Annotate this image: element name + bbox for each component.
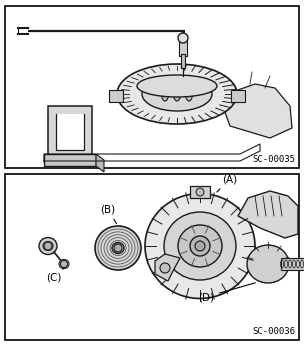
Bar xyxy=(44,154,96,166)
Text: SC-00036: SC-00036 xyxy=(252,327,295,336)
Ellipse shape xyxy=(178,225,222,267)
Polygon shape xyxy=(238,191,298,238)
Text: (A): (A) xyxy=(217,174,237,192)
Bar xyxy=(190,186,210,198)
Bar xyxy=(181,54,185,68)
Ellipse shape xyxy=(117,64,237,124)
Circle shape xyxy=(44,242,52,250)
Text: (D): (D) xyxy=(198,283,255,302)
Circle shape xyxy=(196,188,204,196)
Ellipse shape xyxy=(174,87,181,101)
Ellipse shape xyxy=(112,243,124,254)
Text: (B): (B) xyxy=(100,204,116,224)
Bar xyxy=(179,38,187,56)
Bar xyxy=(231,90,245,102)
Circle shape xyxy=(190,236,210,256)
Circle shape xyxy=(60,261,67,267)
Circle shape xyxy=(160,263,170,273)
Ellipse shape xyxy=(145,193,255,299)
Circle shape xyxy=(114,244,122,252)
Circle shape xyxy=(178,33,188,43)
Bar xyxy=(281,258,304,270)
Ellipse shape xyxy=(185,87,192,101)
Text: SC-00035: SC-00035 xyxy=(252,155,295,164)
Ellipse shape xyxy=(247,245,289,283)
Ellipse shape xyxy=(43,242,53,251)
Polygon shape xyxy=(222,84,292,138)
Ellipse shape xyxy=(59,260,69,268)
Circle shape xyxy=(195,241,205,251)
Ellipse shape xyxy=(137,75,217,97)
Bar xyxy=(48,106,92,156)
Ellipse shape xyxy=(164,212,236,280)
Ellipse shape xyxy=(39,237,57,255)
Bar xyxy=(5,6,299,168)
Bar xyxy=(5,174,299,340)
Text: (C): (C) xyxy=(46,268,64,282)
Bar xyxy=(109,90,123,102)
Polygon shape xyxy=(155,254,180,281)
Ellipse shape xyxy=(142,77,212,111)
Bar xyxy=(56,114,84,150)
Ellipse shape xyxy=(95,226,141,270)
Ellipse shape xyxy=(161,87,168,101)
Polygon shape xyxy=(96,154,104,172)
